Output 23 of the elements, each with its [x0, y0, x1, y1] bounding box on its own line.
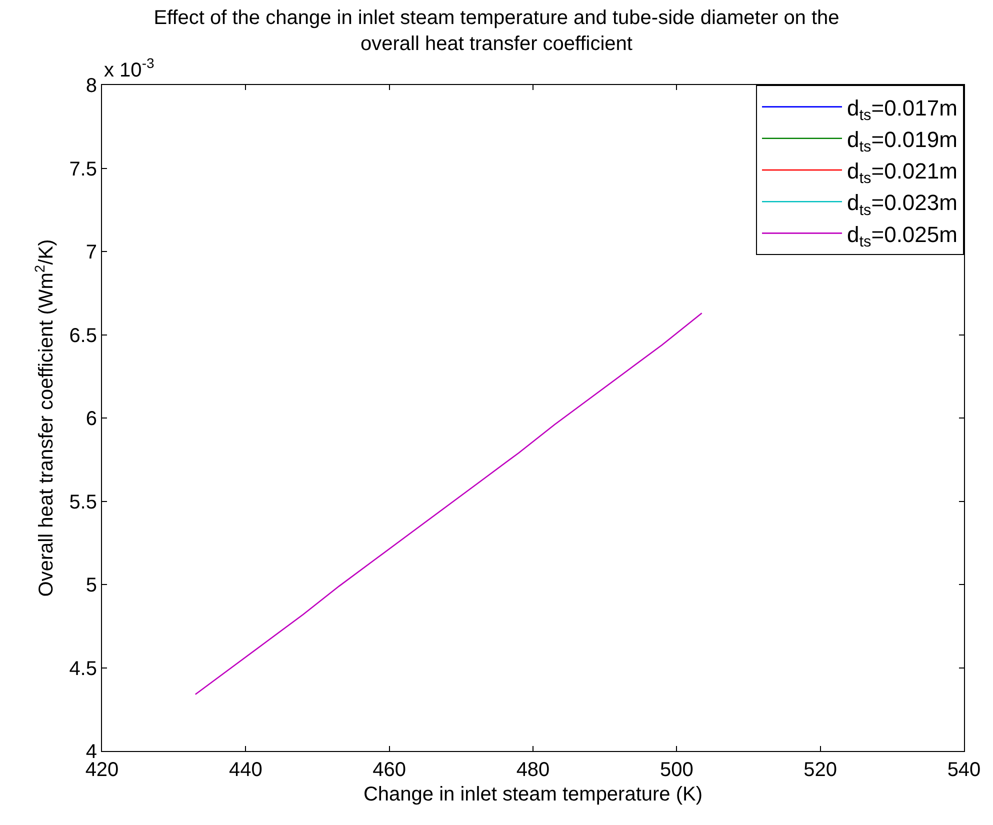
- x-tick-label: 440: [228, 759, 262, 781]
- legend-label: d$_{ts}$=0.017m: [847, 95, 958, 124]
- x-tick-label: 500: [660, 759, 694, 781]
- x-tick-label: 460: [372, 759, 406, 781]
- y-tick-label: 6.5: [69, 324, 97, 347]
- y-tick-label: 7.5: [69, 158, 97, 180]
- y-tick-label: 5.5: [69, 491, 97, 514]
- x-axis-title: Change in inlet steam temperature (K): [363, 784, 703, 806]
- line-series: [194, 312, 702, 696]
- chart-title: Effect of the change in inlet steam temperature and tube-side diameter on the overall heat transfer coefficient: [154, 7, 840, 55]
- x-tick-label: 540: [947, 759, 981, 781]
- x-tick-label: 480: [516, 759, 550, 781]
- y-tick-label: 8: [86, 75, 97, 97]
- y-tick-label: 6: [86, 408, 97, 430]
- legend-label: d$_{ts}$=0.023m: [847, 190, 958, 219]
- text: x 10$^{-3}$: [104, 55, 154, 82]
- x-tick-label: 520: [804, 759, 838, 781]
- legend-label: d$_{ts}$=0.025m: [847, 222, 958, 250]
- y-tick-label: 4.5: [69, 658, 97, 680]
- y-tick-label: 7: [86, 242, 97, 264]
- y-tick-label: 5: [86, 574, 97, 596]
- legend-label: d$_{ts}$=0.019m: [847, 126, 958, 156]
- legend-label: d$_{ts}$=0.021m: [847, 158, 958, 188]
